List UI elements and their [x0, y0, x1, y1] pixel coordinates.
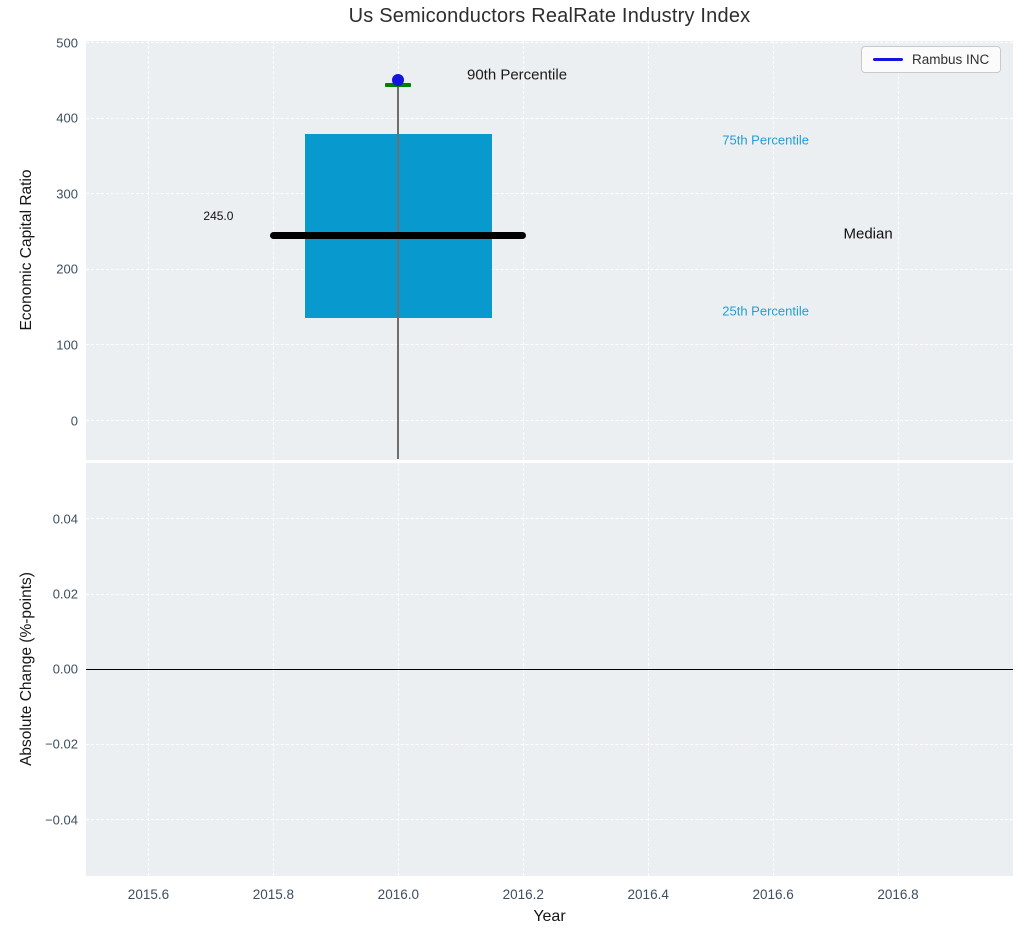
- y-tick-label: 100: [56, 337, 78, 353]
- y-tick-label: 300: [56, 186, 78, 202]
- legend: Rambus INC: [861, 46, 1002, 73]
- gridline-vertical: [647, 41, 649, 460]
- x-tick-label: 2016.6: [752, 887, 794, 902]
- gridline-vertical: [897, 41, 899, 460]
- legend-label: Rambus INC: [912, 52, 990, 67]
- gridline-horizontal: [86, 117, 1013, 119]
- x-tick-label: 2016.0: [377, 887, 419, 902]
- zero-line: [86, 668, 1013, 670]
- chart-title: Us Semiconductors RealRate Industry Inde…: [348, 5, 751, 27]
- annotation-90th-percentile: 90th Percentile: [466, 66, 568, 84]
- x-tick-label: 2015.8: [252, 887, 295, 902]
- top-y-axis-label: Economic Capital Ratio: [18, 169, 35, 331]
- box-median-line: [270, 231, 527, 239]
- bottom-y-axis-label: Absolute Change (%-points): [18, 572, 35, 766]
- y-tick-label: 0.04: [52, 511, 78, 527]
- gridline-horizontal: [86, 268, 1013, 270]
- x-tick-label: 2016.8: [877, 887, 919, 902]
- gridline-horizontal: [86, 518, 1013, 520]
- gridline-vertical: [147, 41, 149, 460]
- gridline-horizontal: [86, 42, 1013, 43]
- gridline-horizontal: [86, 819, 1013, 821]
- gridline-horizontal: [86, 593, 1013, 595]
- y-tick-label: 500: [56, 35, 78, 50]
- gridline-horizontal: [86, 344, 1013, 346]
- top-axes: [86, 41, 1013, 460]
- x-tick-label: 2016.4: [627, 887, 669, 902]
- y-tick-label: −0.02: [45, 736, 78, 752]
- y-tick-label: 200: [56, 261, 78, 277]
- gridline-vertical: [522, 41, 524, 460]
- x-tick-label: 2015.6: [127, 887, 170, 902]
- x-tick-label: 2016.2: [502, 887, 544, 902]
- box-whisker-line: [397, 84, 400, 460]
- annotation-25th-percentile: 25th Percentile: [722, 303, 809, 319]
- y-tick-label: 400: [56, 110, 78, 126]
- y-tick-label: −0.04: [45, 812, 78, 828]
- gridline-vertical: [272, 41, 274, 460]
- gridline-horizontal: [86, 743, 1013, 745]
- x-axis-label: Year: [533, 908, 566, 925]
- annotation-75th-percentile: 75th Percentile: [722, 132, 809, 148]
- annotation-245-0: 245.0: [203, 209, 234, 224]
- gridline-vertical: [772, 41, 774, 460]
- y-tick-label: 0: [70, 413, 78, 429]
- gridline-horizontal: [86, 420, 1013, 422]
- y-tick-label: 0.02: [52, 586, 78, 602]
- y-tick-label: 0.00: [52, 661, 78, 677]
- company-point-marker: [392, 74, 405, 87]
- legend-line-icon: [873, 58, 903, 61]
- annotation-median: Median: [843, 225, 893, 243]
- gridline-horizontal: [86, 193, 1013, 195]
